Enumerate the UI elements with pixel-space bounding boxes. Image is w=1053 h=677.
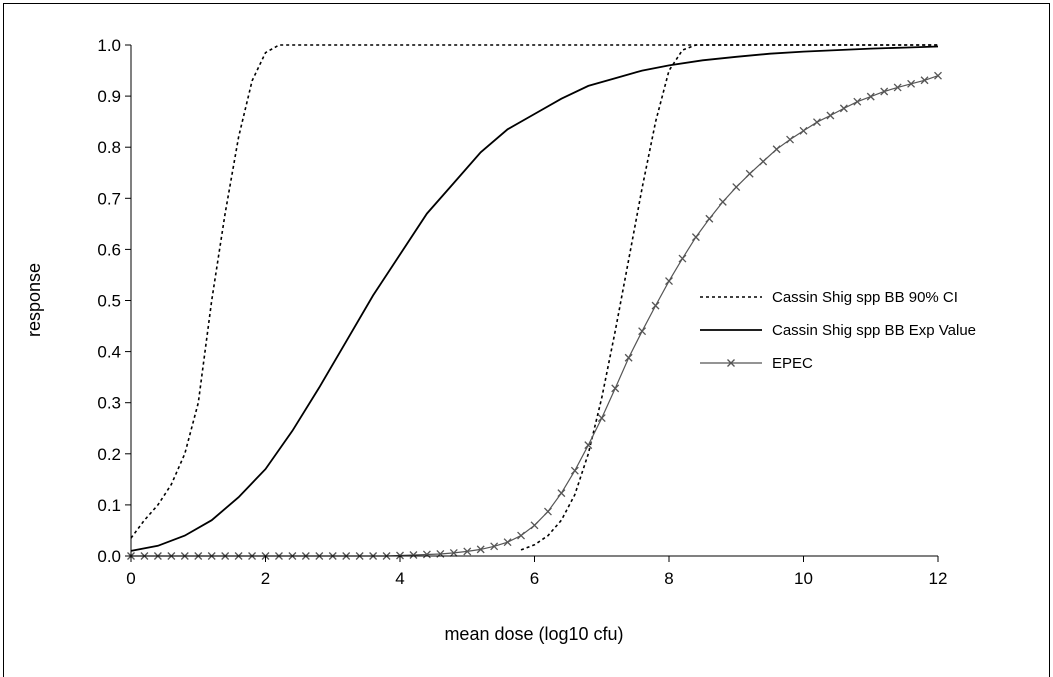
epec-point (799, 126, 808, 135)
epec-point (826, 111, 835, 120)
x-tick-label: 2 (261, 569, 270, 588)
epec-point (490, 542, 499, 551)
x-tick-label: 4 (395, 569, 404, 588)
epec-point (786, 135, 795, 144)
x-tick-label: 8 (664, 569, 673, 588)
epec-point (597, 414, 606, 422)
epec-point (422, 550, 431, 559)
y-tick-label: 0.0 (97, 547, 121, 566)
y-tick-label: 0.5 (97, 292, 121, 311)
y-tick-label: 0.2 (97, 445, 121, 464)
ci-upper-bound-line (130, 44, 938, 539)
epec-point (772, 145, 781, 154)
legend-label-ci: Cassin Shig spp BB 90% CI (772, 289, 958, 306)
epec-point (893, 83, 902, 92)
ci-lower-bound-line (520, 44, 938, 551)
epec-point (678, 254, 687, 263)
y-axis-title: response (24, 263, 44, 337)
legend-marker-epec (727, 359, 735, 367)
epec-point (449, 548, 458, 557)
y-tick-label: 0.1 (97, 496, 121, 515)
epec-point (396, 551, 404, 560)
epec-point (920, 76, 929, 85)
y-tick-label: 0.7 (97, 189, 121, 208)
chart-border (3, 3, 1050, 677)
x-axis-ticks: 0 2 4 6 8 10 12 (126, 556, 947, 588)
epec-point (409, 551, 418, 559)
epec-point (543, 507, 552, 516)
epec-point (611, 384, 620, 393)
epec-point (476, 545, 485, 554)
epec-point (665, 277, 673, 286)
y-tick-label: 0.8 (97, 138, 121, 157)
y-tick-label: 0.6 (97, 240, 121, 259)
x-tick-label: 0 (126, 569, 135, 588)
epec-point (839, 104, 848, 113)
epec-point (853, 97, 862, 106)
epec-point (759, 157, 768, 166)
x-tick-label: 6 (530, 569, 539, 588)
epec-point (880, 87, 889, 96)
epec-point (907, 79, 916, 88)
epec-point (463, 547, 472, 556)
epec-point (638, 327, 647, 336)
epec-point (570, 466, 579, 475)
legend-label-epec: EPEC (772, 355, 813, 372)
epec-point (584, 441, 593, 450)
epec-point (624, 353, 633, 362)
x-tick-label: 10 (794, 569, 813, 588)
exp-value-line (130, 45, 939, 552)
epec-point (691, 233, 700, 242)
epec-point (530, 521, 539, 530)
epec-point (705, 214, 714, 223)
legend-label-exp-value: Cassin Shig spp BB Exp Value (772, 322, 976, 339)
epec-point (718, 197, 727, 206)
y-tick-label: 0.4 (97, 343, 121, 362)
epec-point (732, 183, 741, 192)
epec-point (812, 118, 821, 127)
legend: Cassin Shig spp BB 90% CI Cassin Shig spp… (700, 289, 976, 372)
x-tick-label: 12 (929, 569, 948, 588)
y-axis-ticks: 0.0 0.1 0.2 0.3 0.4 0.5 0.6 0.7 0.8 0.9 1.0 (97, 36, 131, 566)
y-tick-label: 0.9 (97, 87, 121, 106)
x-axis-title: mean dose (log10 cfu) (444, 624, 623, 644)
epec-point (517, 531, 526, 540)
epec-point (866, 92, 875, 101)
y-tick-label: 1.0 (97, 36, 121, 55)
epec-point (745, 169, 754, 178)
y-tick-label: 0.3 (97, 394, 121, 413)
epec-point (651, 301, 660, 310)
epec-point (503, 538, 512, 547)
epec-point (934, 71, 942, 80)
epec-point (557, 489, 566, 498)
